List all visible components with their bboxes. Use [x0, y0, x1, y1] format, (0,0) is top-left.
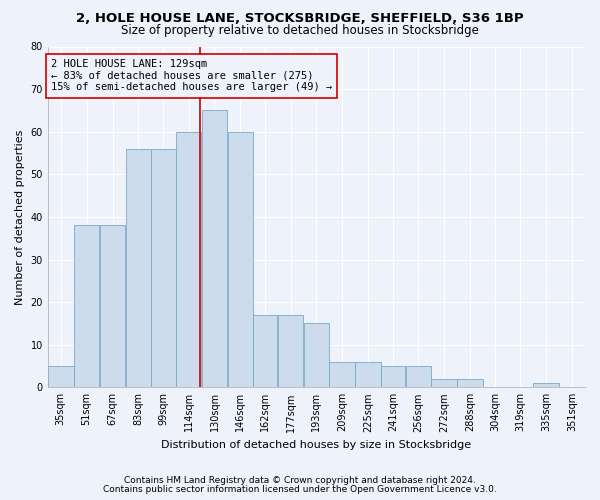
Text: Size of property relative to detached houses in Stocksbridge: Size of property relative to detached ho… [121, 24, 479, 37]
Y-axis label: Number of detached properties: Number of detached properties [15, 129, 25, 304]
Bar [355, 362, 381, 388]
Bar [151, 148, 176, 388]
Bar [406, 366, 431, 388]
Bar [48, 366, 74, 388]
Bar [176, 132, 202, 388]
Bar [381, 366, 405, 388]
Bar [227, 132, 253, 388]
Text: Contains HM Land Registry data © Crown copyright and database right 2024.: Contains HM Land Registry data © Crown c… [124, 476, 476, 485]
Bar [457, 379, 483, 388]
Bar [100, 226, 125, 388]
Bar [202, 110, 227, 388]
Bar [329, 362, 355, 388]
Bar [533, 383, 559, 388]
Bar [431, 379, 457, 388]
Bar [304, 324, 329, 388]
Bar [278, 315, 304, 388]
Bar [125, 148, 151, 388]
Text: 2, HOLE HOUSE LANE, STOCKSBRIDGE, SHEFFIELD, S36 1BP: 2, HOLE HOUSE LANE, STOCKSBRIDGE, SHEFFI… [76, 12, 524, 26]
Text: 2 HOLE HOUSE LANE: 129sqm
← 83% of detached houses are smaller (275)
15% of semi: 2 HOLE HOUSE LANE: 129sqm ← 83% of detac… [51, 60, 332, 92]
Bar [253, 315, 277, 388]
Text: Contains public sector information licensed under the Open Government Licence v3: Contains public sector information licen… [103, 485, 497, 494]
X-axis label: Distribution of detached houses by size in Stocksbridge: Distribution of detached houses by size … [161, 440, 472, 450]
Bar [74, 226, 100, 388]
